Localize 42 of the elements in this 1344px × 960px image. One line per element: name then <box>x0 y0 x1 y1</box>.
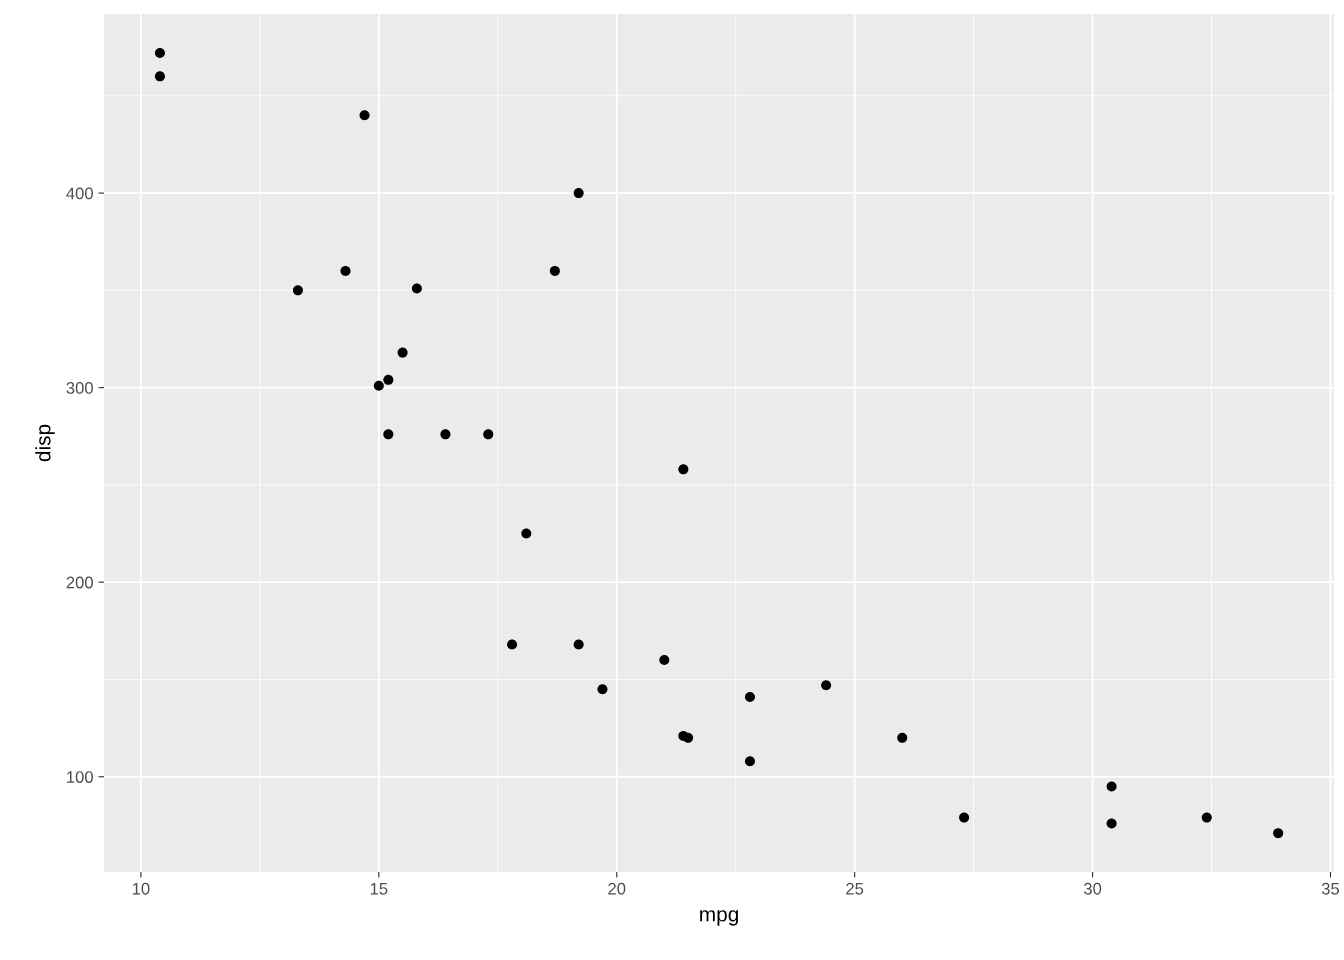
point <box>659 655 670 666</box>
y-tick-label: 100 <box>67 771 93 783</box>
point <box>383 429 394 440</box>
y-tick-label: 300 <box>66 382 93 394</box>
point <box>383 374 394 385</box>
x-tick-label: 15 <box>370 883 388 895</box>
point <box>597 684 608 695</box>
point <box>154 71 165 82</box>
point <box>411 283 422 294</box>
point <box>292 285 303 296</box>
point <box>1106 818 1117 829</box>
point <box>744 756 755 767</box>
point <box>373 380 384 391</box>
point <box>744 691 755 702</box>
point <box>678 730 689 741</box>
point <box>340 265 351 276</box>
point <box>154 48 165 59</box>
x-tick-label: 25 <box>846 882 864 895</box>
y-tick-label: 200 <box>66 576 93 589</box>
point <box>397 347 408 358</box>
point <box>678 464 689 475</box>
point <box>507 639 518 650</box>
x-tick-label: 35 <box>1321 882 1340 895</box>
point <box>359 110 370 121</box>
point <box>521 528 532 539</box>
y-tick-label: 400 <box>66 187 93 200</box>
point <box>1273 828 1284 839</box>
x-tick-label: 30 <box>1083 882 1102 895</box>
point <box>897 732 908 743</box>
point <box>959 812 970 823</box>
point <box>549 265 560 276</box>
point <box>483 429 494 440</box>
y-axis-title: disp <box>35 424 55 462</box>
x-axis-title: mpg <box>700 910 738 926</box>
point <box>573 188 584 199</box>
point <box>1106 781 1117 792</box>
point <box>821 680 832 691</box>
point <box>440 429 451 440</box>
point <box>1201 812 1212 823</box>
x-tick-label: 20 <box>608 882 626 895</box>
point <box>573 639 584 650</box>
x-tick-label: 10 <box>132 882 150 895</box>
